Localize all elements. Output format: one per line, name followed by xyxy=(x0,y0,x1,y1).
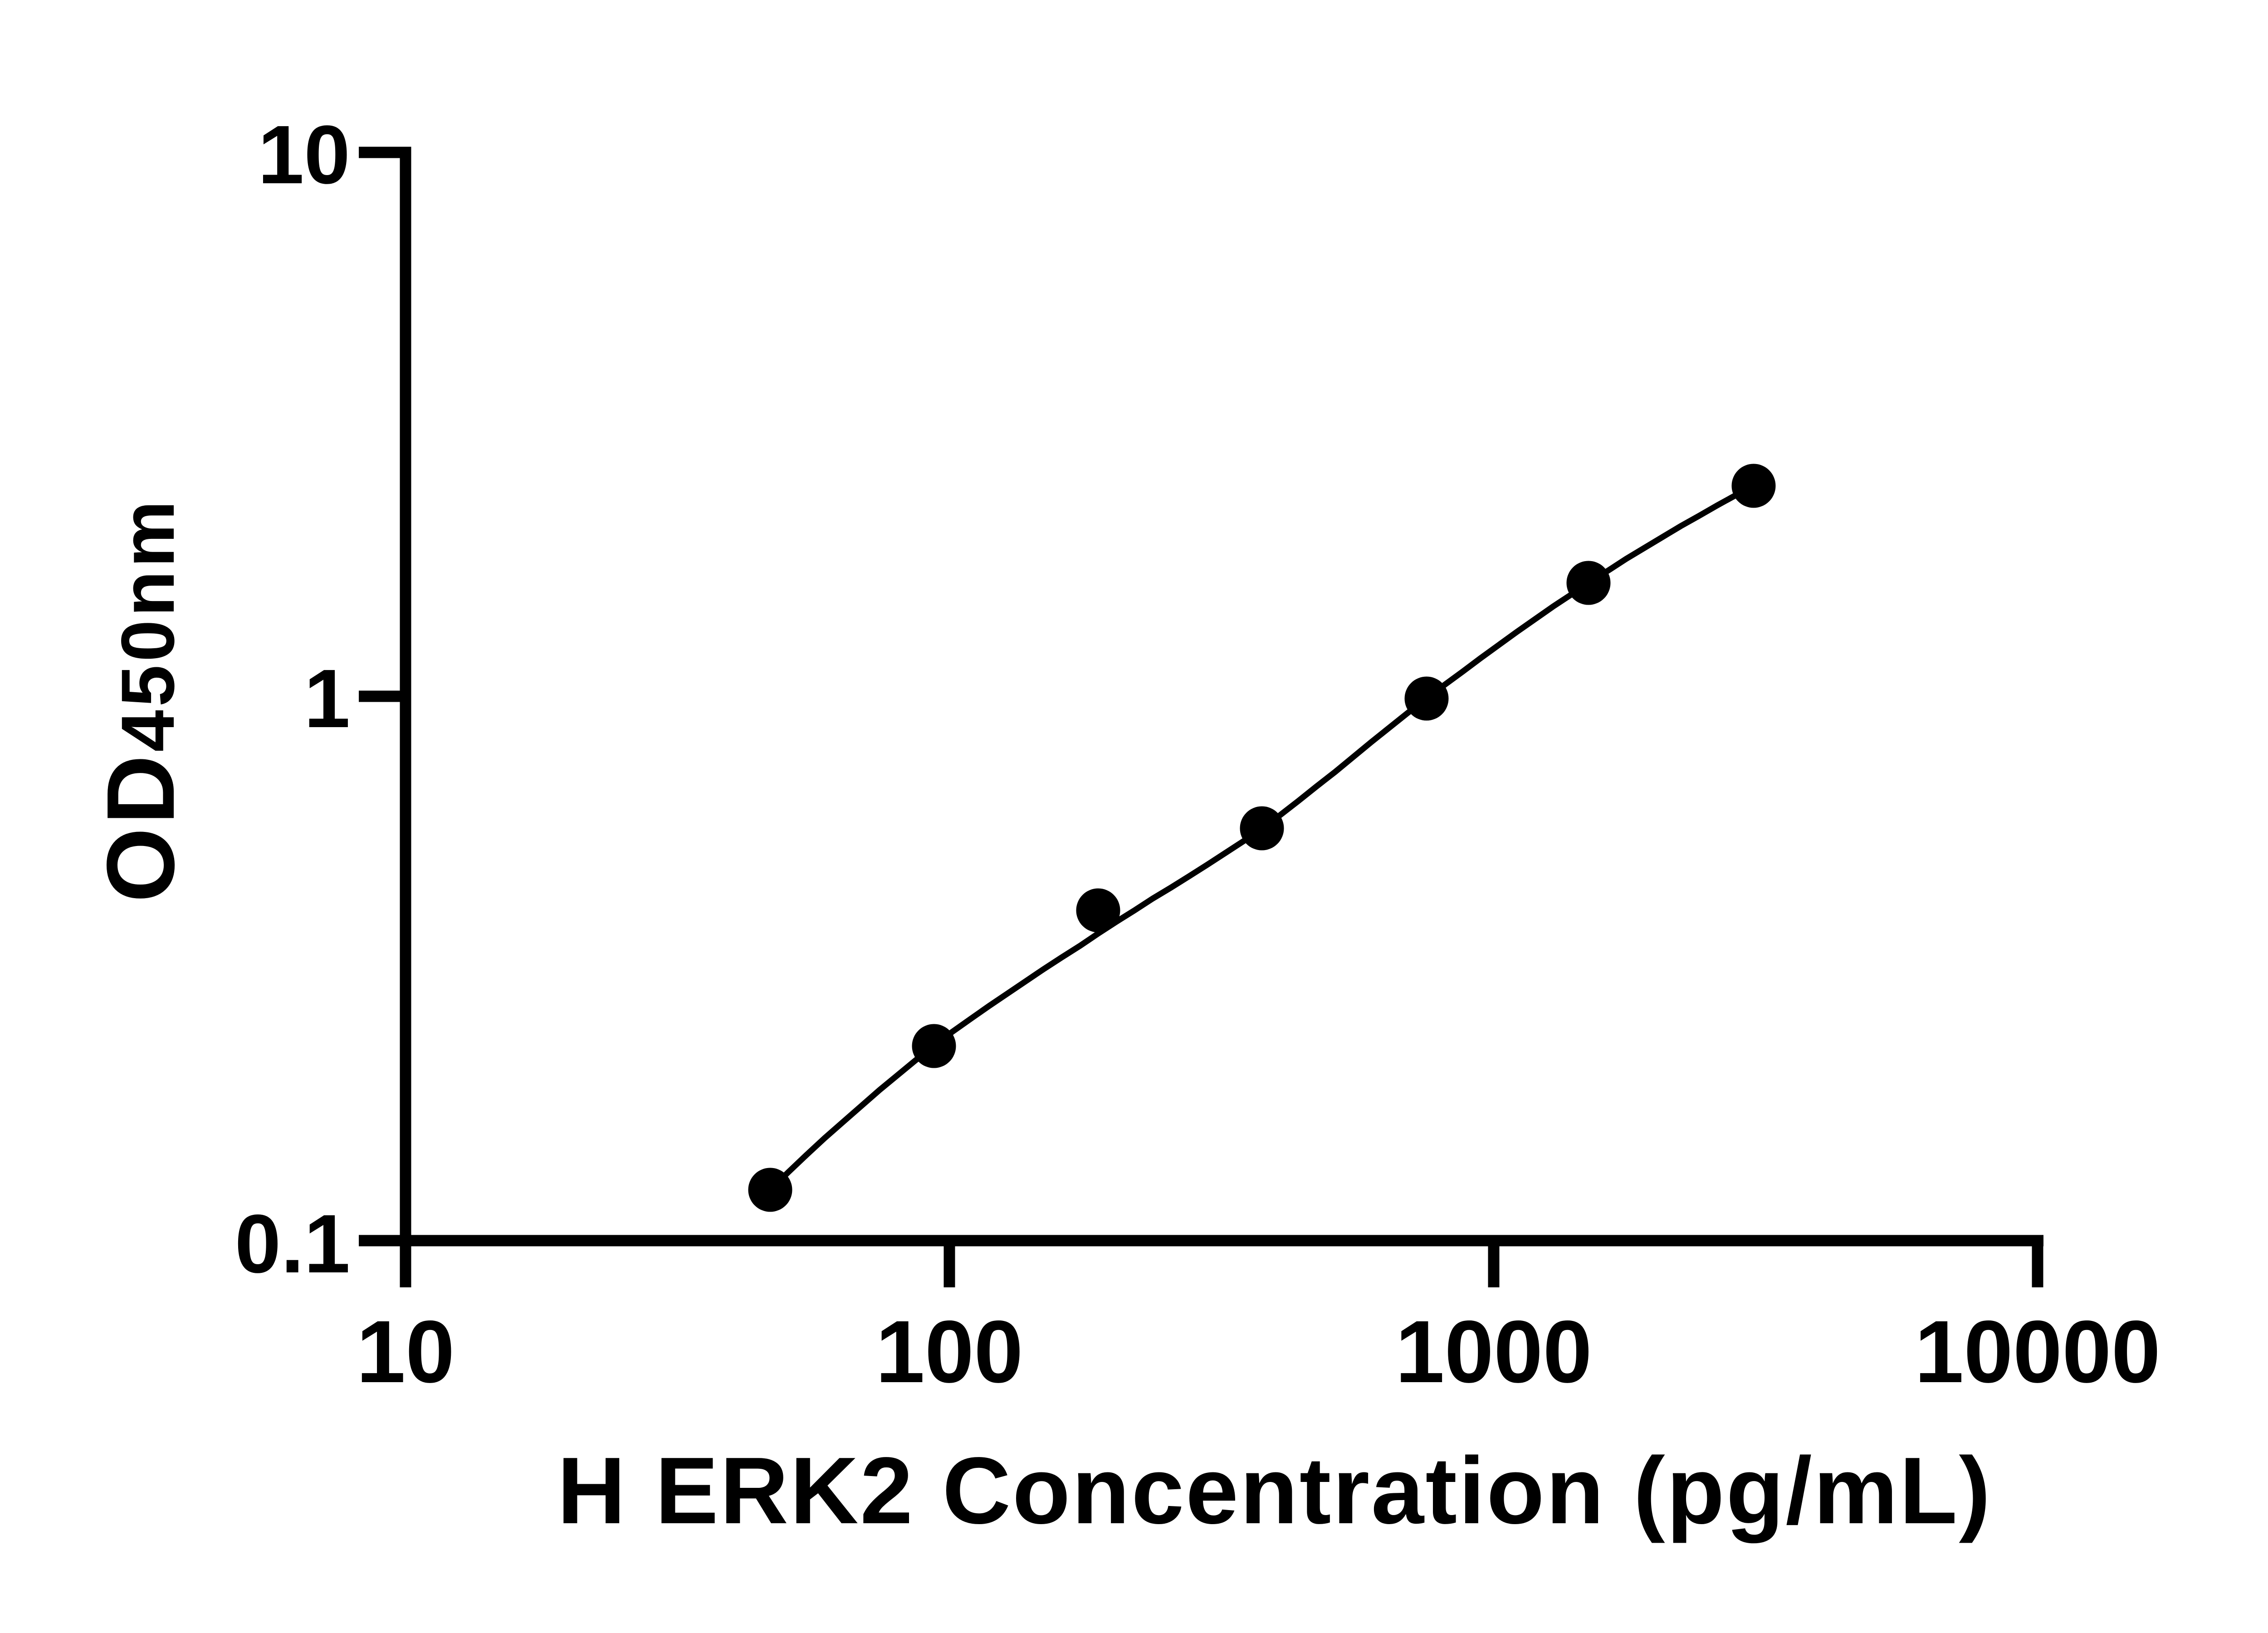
svg-text:100: 100 xyxy=(875,1302,1023,1401)
svg-text:10: 10 xyxy=(258,108,350,201)
svg-text:1000: 1000 xyxy=(1395,1302,1592,1401)
svg-text:H ERK2 Concentration (pg/mL): H ERK2 Concentration (pg/mL) xyxy=(557,1438,1992,1544)
svg-text:0.1: 0.1 xyxy=(235,1197,350,1290)
svg-text:1: 1 xyxy=(304,652,350,745)
svg-text:10: 10 xyxy=(357,1302,455,1401)
svg-text:10000: 10000 xyxy=(1915,1302,2160,1401)
